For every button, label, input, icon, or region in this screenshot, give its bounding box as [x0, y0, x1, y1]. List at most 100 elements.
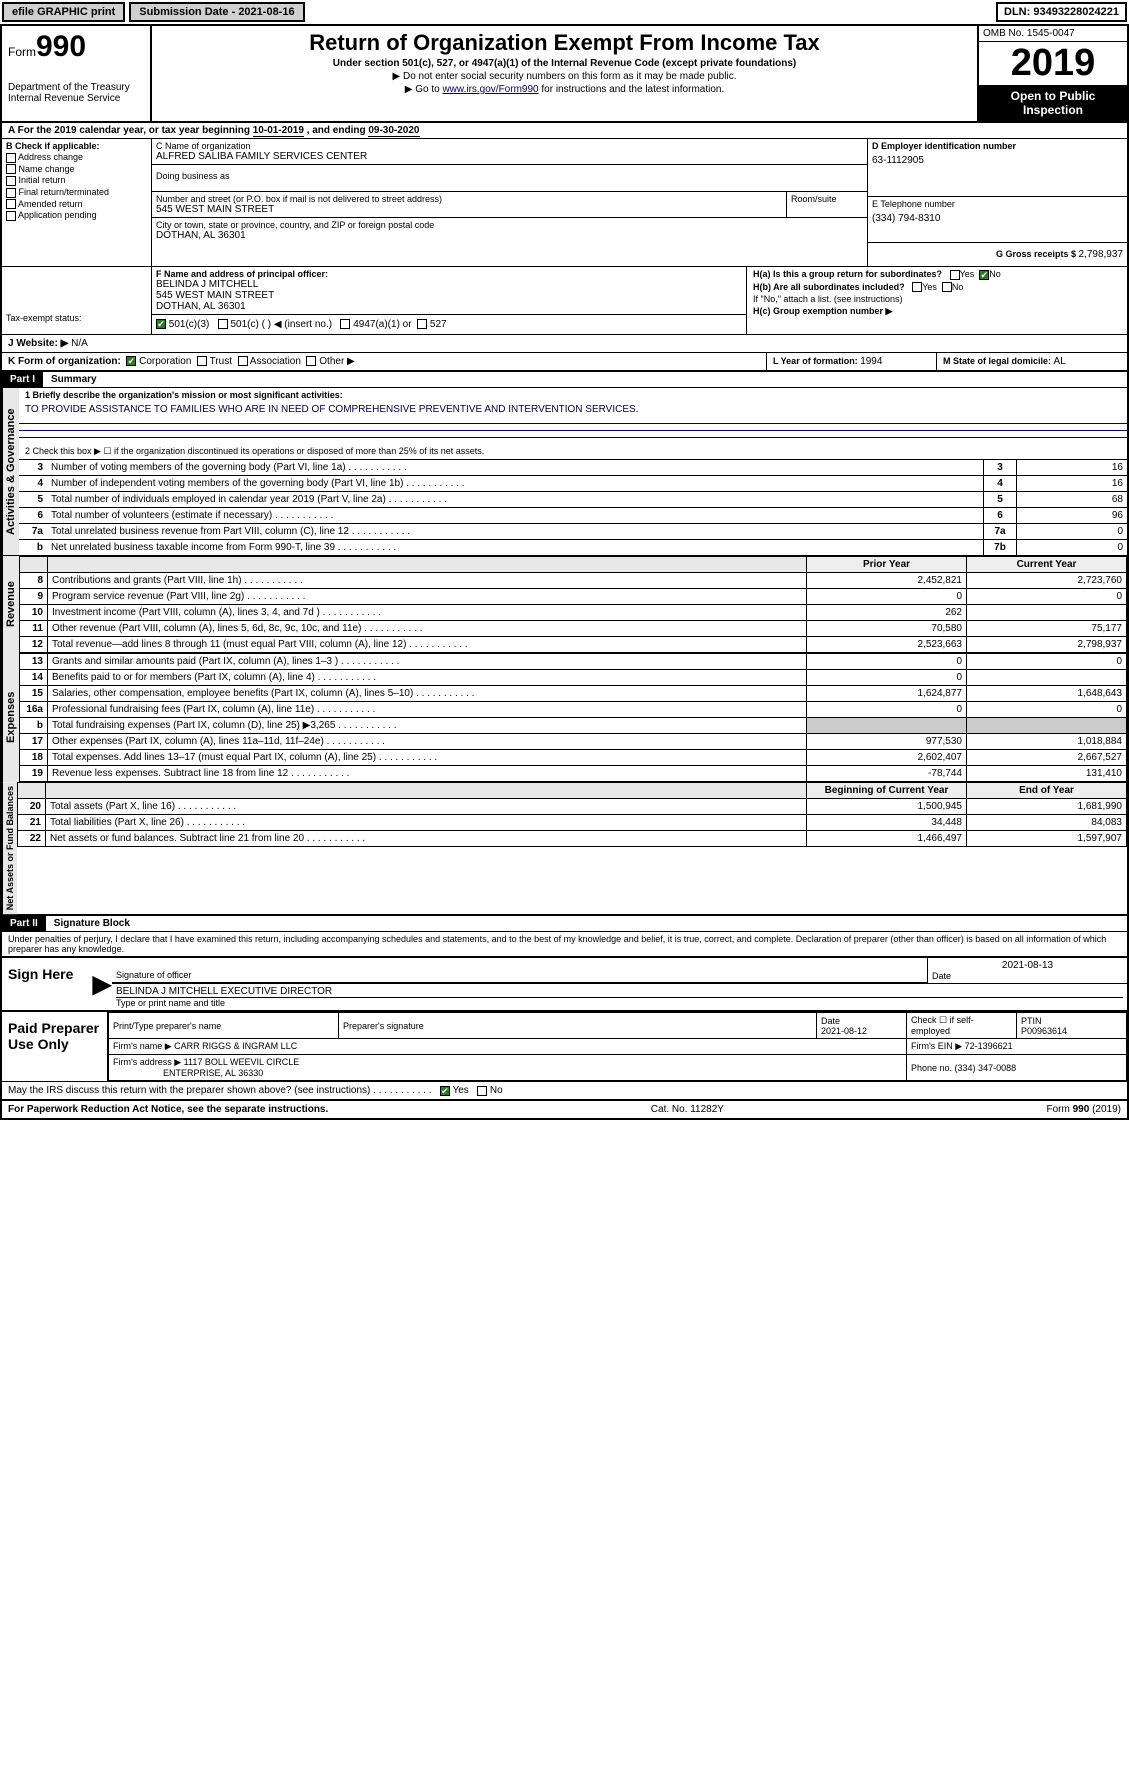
part-ii-bar: Part II: [2, 916, 46, 931]
line-desc: Benefits paid to or for members (Part IX…: [48, 670, 807, 686]
mission-rule2: [19, 430, 1127, 431]
cb-corp[interactable]: [126, 356, 136, 366]
footer-mid: Cat. No. 11282Y: [651, 1104, 724, 1115]
discuss-yes: Yes: [452, 1085, 468, 1096]
line-num: 22: [18, 831, 46, 847]
table-row: 12 Total revenue—add lines 8 through 11 …: [20, 637, 1127, 653]
pp-addr2: ENTERPRISE, AL 36330: [163, 1068, 263, 1078]
line-desc: Contributions and grants (Part VIII, lin…: [48, 573, 807, 589]
revenue-block: Revenue Prior YearCurrent Year 8 Contrib…: [2, 555, 1127, 653]
cb-ha-no[interactable]: [979, 270, 989, 280]
pp-firm: CARR RIGGS & INGRAM LLC: [174, 1041, 297, 1051]
phone-label: E Telephone number: [872, 199, 1123, 209]
org-name: ALFRED SALIBA FAMILY SERVICES CENTER: [156, 151, 863, 162]
form-word: Form: [8, 45, 36, 59]
table-row: 19 Revenue less expenses. Subtract line …: [20, 766, 1127, 782]
line-desc: Net assets or fund balances. Subtract li…: [46, 831, 807, 847]
form-container: Form990 Department of the Treasury Inter…: [0, 24, 1129, 1120]
k-trust: Trust: [210, 356, 232, 367]
th-begin: Beginning of Current Year: [807, 783, 967, 799]
part-ii-header: Part II Signature Block: [2, 914, 1127, 931]
cb-amended[interactable]: Amended return: [6, 199, 147, 210]
line-num: 10: [20, 605, 48, 621]
efile-button[interactable]: efile GRAPHIC print: [2, 2, 125, 22]
cb-discuss-no[interactable]: [477, 1086, 487, 1096]
pp-firm-label: Firm's name ▶: [113, 1041, 172, 1051]
perjury-text: Under penalties of perjury, I declare th…: [2, 931, 1127, 956]
sig-date: 2021-08-13: [932, 960, 1123, 971]
cb-ha-yes[interactable]: [950, 270, 960, 280]
opt-4947: 4947(a)(1) or: [353, 319, 411, 330]
opt-527: 527: [430, 319, 447, 330]
summary-row: 3 Number of voting members of the govern…: [19, 459, 1127, 475]
line-desc: Total revenue—add lines 8 through 11 (mu…: [48, 637, 807, 653]
line-desc: Number of voting members of the governin…: [47, 460, 983, 475]
cur-val: 1,018,884: [967, 734, 1127, 750]
cb-hb-no[interactable]: [942, 282, 952, 292]
cb-discuss-yes[interactable]: [440, 1086, 450, 1096]
cb-final-return[interactable]: Final return/terminated: [6, 187, 147, 198]
line-desc: Revenue less expenses. Subtract line 18 …: [48, 766, 807, 782]
period-end: 09-30-2020: [368, 125, 419, 137]
cb-address-change[interactable]: Address change: [6, 152, 147, 163]
cb-initial-return[interactable]: Initial return: [6, 175, 147, 186]
cb-4947[interactable]: [340, 319, 350, 329]
summary-row: 7a Total unrelated business revenue from…: [19, 523, 1127, 539]
line-num: 7a: [19, 524, 47, 539]
gross-label: G Gross receipts $: [996, 249, 1079, 259]
table-row: 9 Program service revenue (Part VIII, li…: [20, 589, 1127, 605]
k-corp: Corporation: [139, 356, 191, 367]
officer-street: 545 WEST MAIN STREET: [156, 290, 742, 301]
table-row: 21 Total liabilities (Part X, line 26) 3…: [18, 815, 1127, 831]
cur-val: 1,648,643: [967, 686, 1127, 702]
page-footer: For Paperwork Reduction Act Notice, see …: [2, 1099, 1127, 1118]
line-desc: Professional fundraising fees (Part IX, …: [48, 702, 807, 718]
line-desc: Grants and similar amounts paid (Part IX…: [48, 654, 807, 670]
goto-prefix: ▶ Go to: [405, 84, 443, 95]
submission-date-button[interactable]: Submission Date - 2021-08-16: [129, 2, 304, 22]
cur-val: [967, 718, 1127, 734]
cur-val: 0: [967, 589, 1127, 605]
pp-ptin: P00963614: [1021, 1026, 1067, 1036]
website-value: N/A: [71, 338, 88, 349]
cb-other[interactable]: [306, 356, 316, 366]
line-num: b: [20, 718, 48, 734]
mission-label: 1 Briefly describe the organization's mi…: [19, 388, 1127, 402]
mission-rule3: [19, 437, 1127, 438]
table-row: 11 Other revenue (Part VIII, column (A),…: [20, 621, 1127, 637]
cb-app-pending[interactable]: Application pending: [6, 210, 147, 221]
expenses-table: 13 Grants and similar amounts paid (Part…: [19, 653, 1127, 782]
prior-val: 34,448: [807, 815, 967, 831]
prior-val: 70,580: [807, 621, 967, 637]
cb-501c3[interactable]: [156, 319, 166, 329]
pp-date: 2021-08-12: [821, 1026, 867, 1036]
th-end: End of Year: [967, 783, 1127, 799]
sign-here-label: Sign Here: [2, 958, 92, 1010]
cb-name-change[interactable]: Name change: [6, 164, 147, 175]
instructions-link[interactable]: www.irs.gov/Form990: [442, 84, 538, 95]
cb-501c[interactable]: [218, 319, 228, 329]
prior-val: 0: [807, 670, 967, 686]
cur-val: 0: [967, 654, 1127, 670]
h-a-label: H(a) Is this a group return for subordin…: [753, 269, 942, 279]
cb-527[interactable]: [417, 319, 427, 329]
sig-name: BELINDA J MITCHELL EXECUTIVE DIRECTOR: [116, 986, 1123, 998]
footer-left: For Paperwork Reduction Act Notice, see …: [8, 1104, 328, 1115]
cur-val: 2,798,937: [967, 637, 1127, 653]
cb-hb-yes[interactable]: [912, 282, 922, 292]
cb-trust[interactable]: [197, 356, 207, 366]
officer-name: BELINDA J MITCHELL: [156, 279, 742, 290]
hb-yes: Yes: [922, 282, 937, 292]
cb-assoc[interactable]: [238, 356, 248, 366]
line-desc: Investment income (Part VIII, column (A)…: [48, 605, 807, 621]
line-box: 5: [983, 492, 1017, 507]
line-num: b: [19, 540, 47, 555]
sig-officer-label: Signature of officer: [116, 970, 923, 980]
street: 545 WEST MAIN STREET: [156, 204, 782, 215]
cur-val: 84,083: [967, 815, 1127, 831]
l-label: L Year of formation:: [773, 356, 860, 366]
form-title: Return of Organization Exempt From Incom…: [158, 30, 971, 56]
netassets-block: Net Assets or Fund Balances Beginning of…: [2, 782, 1127, 914]
tax-exempt-label: Tax-exempt status:: [6, 313, 147, 323]
prior-val: [807, 718, 967, 734]
